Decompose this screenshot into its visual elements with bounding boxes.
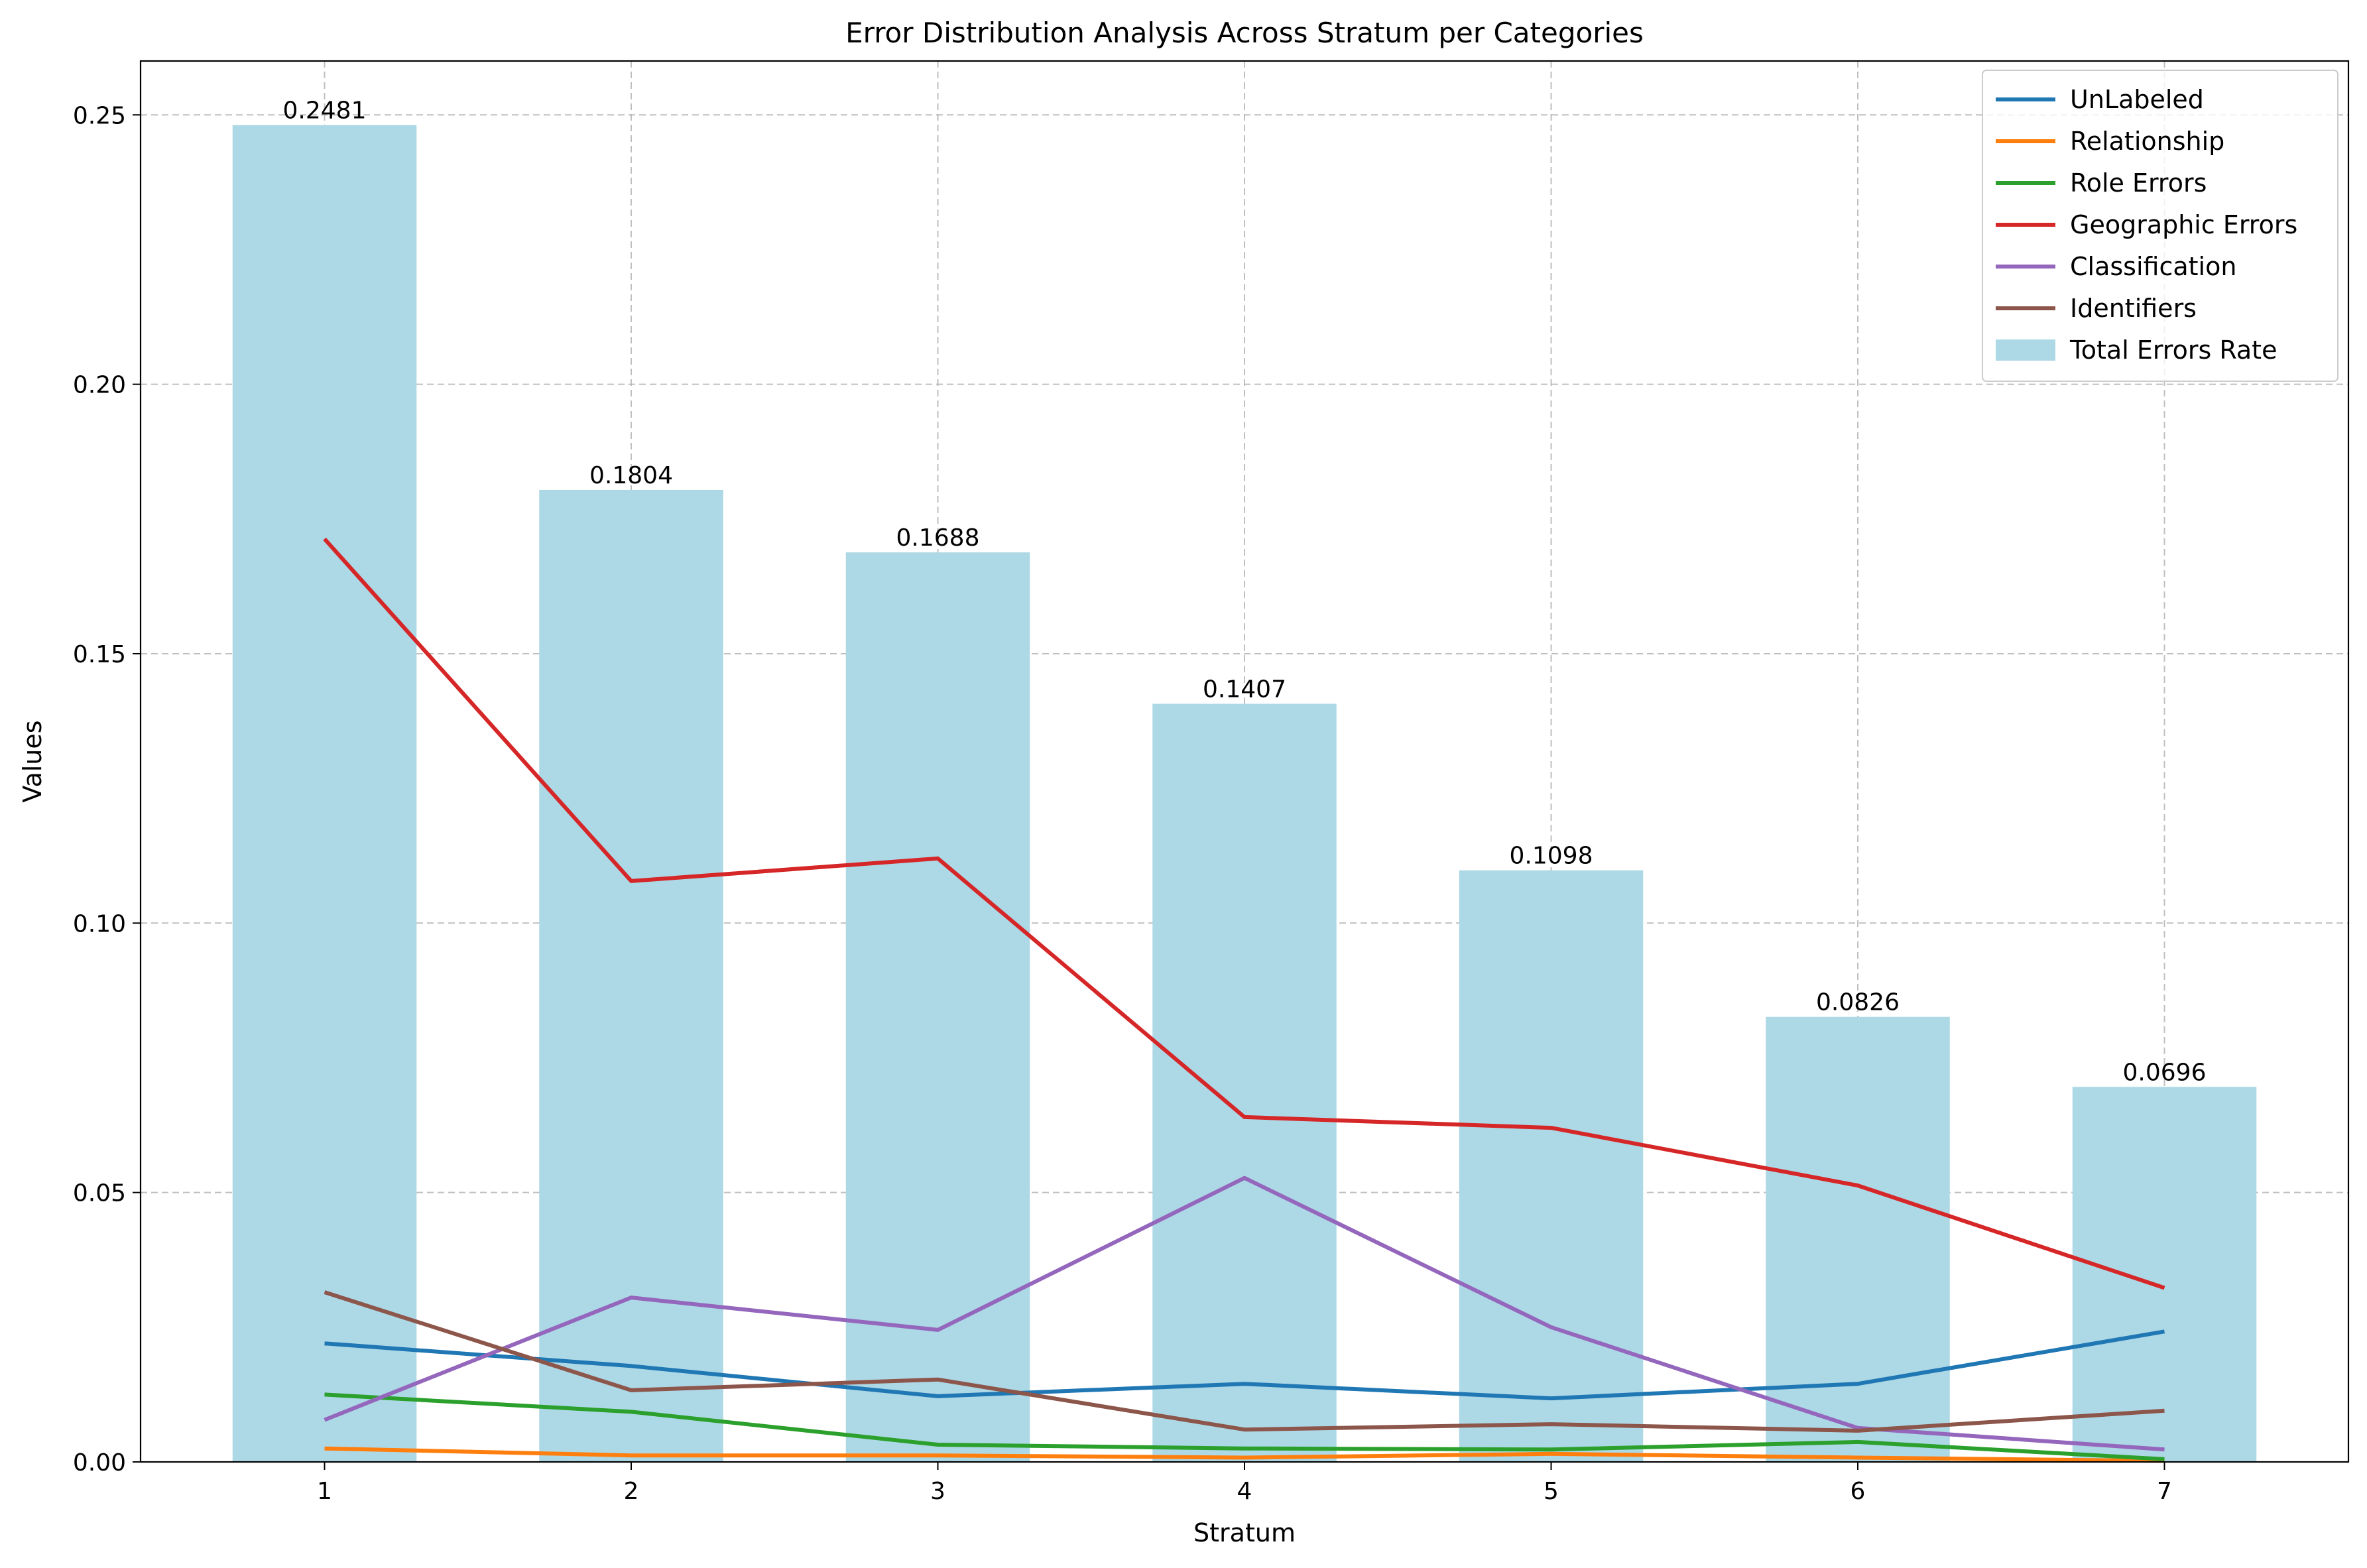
x-tick-label: 5 (1544, 1478, 1559, 1505)
line-geographic-errors (323, 537, 2165, 1290)
line-relationship (324, 1446, 2165, 1463)
line-identifiers (324, 1290, 2165, 1433)
legend-label-identifiers: Identifiers (2070, 294, 2197, 323)
x-tick-label: 7 (2157, 1478, 2172, 1505)
x-tick-label: 2 (624, 1478, 639, 1505)
chart-title: Error Distribution Analysis Across Strat… (845, 17, 1644, 49)
x-tick-label: 6 (1851, 1478, 1866, 1505)
legend-label-role-errors: Role Errors (2070, 168, 2207, 198)
legend-label-classification: Classification (2070, 252, 2236, 281)
series-lines (323, 537, 2165, 1463)
line-classification (324, 1176, 2165, 1452)
y-tick-label: 0.25 (73, 102, 126, 129)
bars (232, 125, 2257, 1462)
y-axis-label: Values (18, 720, 47, 802)
bar-value-label: 0.0826 (1816, 989, 1900, 1016)
bar-value-label: 0.1688 (896, 524, 980, 552)
bar-labels: 0.2481 0.1804 0.1688 0.1407 0.1098 0.0826 0.06… (283, 97, 2207, 1087)
bar-total-errors-rate (1766, 1016, 1950, 1462)
bar-value-label: 0.1407 (1203, 676, 1286, 703)
legend-label-unlabeled: UnLabeled (2070, 85, 2204, 114)
legend-swatch-total-errors-rate (1996, 339, 2055, 361)
bar-value-label: 0.0696 (2123, 1059, 2207, 1086)
legend: UnLabeled Relationship Role Errors Geograph… (1982, 70, 2338, 382)
legend-label-relationship: Relationship (2070, 127, 2224, 156)
bar-value-label: 0.1098 (1510, 843, 1593, 870)
y-tick-label: 0.15 (73, 641, 126, 668)
bar-total-errors-rate (1459, 870, 1644, 1462)
y-tick-label: 0.05 (73, 1180, 126, 1207)
bar-total-errors-rate (2072, 1087, 2257, 1462)
y-tick-label: 0.20 (73, 372, 126, 399)
bar-total-errors-rate (1152, 703, 1337, 1462)
bar-total-errors-rate (539, 489, 723, 1462)
bar-value-label: 0.2481 (283, 97, 367, 125)
line-unlabeled (324, 1329, 2165, 1401)
x-tick-label: 3 (930, 1478, 945, 1505)
bar-total-errors-rate (232, 125, 417, 1462)
line-role-errors (324, 1392, 2165, 1461)
legend-label-geographic-errors: Geographic Errors (2070, 210, 2297, 239)
x-tick-label: 4 (1237, 1478, 1252, 1505)
x-tick-label: 1 (317, 1478, 332, 1505)
ticks: 1 2 3 4 5 6 7 0.00 0.05 0.10 0.15 0.20 0.25 (73, 102, 2172, 1505)
y-tick-label: 0.10 (73, 910, 126, 937)
grid (141, 61, 2348, 1462)
y-tick-label: 0.00 (73, 1449, 126, 1477)
x-axis-label: Stratum (1193, 1518, 1296, 1547)
bar-value-label: 0.1804 (589, 462, 673, 489)
bar-total-errors-rate (845, 552, 1030, 1462)
legend-box (1982, 70, 2338, 382)
legend-label-total-errors-rate: Total Errors Rate (2069, 335, 2277, 365)
